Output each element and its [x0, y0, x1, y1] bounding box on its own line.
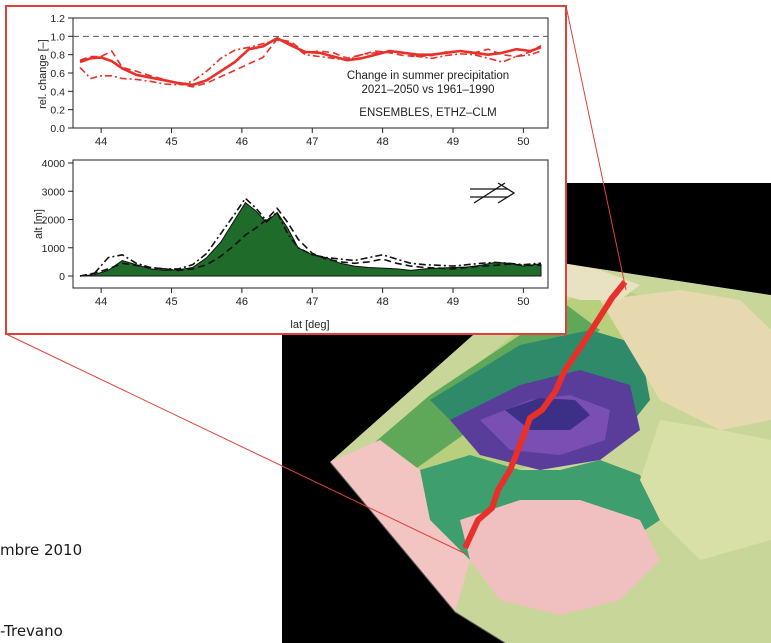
precip-y-tick-label: 0.8 — [50, 50, 65, 62]
precip-x-tick-label: 44 — [95, 136, 107, 148]
alt-x-tick-label: 49 — [447, 296, 459, 308]
precip-x-tick-label: 49 — [447, 136, 459, 148]
precip-annotation-source: ENSEMBLES, ETHZ–CLM — [359, 107, 496, 119]
alt-x-axis-label: lat [deg] — [290, 319, 329, 331]
precip-y-tick-label: 1.0 — [50, 31, 65, 43]
alt-y-tick-label: 1000 — [42, 243, 66, 255]
alt-plot-frame — [72, 159, 549, 289]
callout-line-top — [565, 5, 627, 291]
chart-panel — [5, 5, 567, 335]
precip-x-tick-label: 46 — [236, 136, 248, 148]
altitude-series-dashed — [79, 207, 541, 277]
precip-annotation-line-1: Change in summer precipitation — [347, 70, 509, 82]
alt-y-tick-label: 4000 — [42, 158, 66, 170]
precip-y-tick-label: 0.2 — [50, 105, 65, 117]
precip-annotation-line-2: 2021–2050 vs 1961–1990 — [361, 84, 494, 96]
terrain-box-edge — [329, 461, 506, 643]
alt-x-tick-label: 50 — [517, 296, 529, 308]
precip-x-tick-label: 48 — [377, 136, 389, 148]
precip-y-axis-label: rel. change [–] — [37, 39, 49, 109]
precip-x-tick-label: 50 — [517, 136, 529, 148]
alt-x-tick-label: 47 — [306, 296, 318, 308]
precip-x-tick-label: 45 — [165, 136, 177, 148]
altitude-chart: 0 1000 2000 3000 4000 44 45 46 47 48 49 50 alt [m]… — [33, 158, 549, 331]
precipitation-chart: 0.0 0.2 0.4 0.6 0.8 1.0 1.2 44 45 46 47 48 49 50 rel… — [37, 13, 549, 148]
alt-y-tick-label: 3000 — [42, 186, 66, 198]
alt-y-tick-label: 2000 — [42, 215, 66, 227]
alt-x-tick-label: 44 — [95, 296, 107, 308]
terrain-3d-icon — [330, 262, 771, 643]
precip-y-tick-label: 0.6 — [50, 68, 65, 80]
precip-y-tick-label: 1.2 — [50, 13, 65, 25]
altitude-series-dashdot — [79, 197, 541, 277]
precip-series-dashed — [79, 38, 542, 88]
page-text-date: mbre 2010 — [0, 541, 83, 559]
precip-x-tick-label: 47 — [306, 136, 318, 148]
alt-y-tick-label: 0 — [59, 271, 65, 283]
callout-line-bottom — [5, 333, 467, 555]
alt-x-tick-label: 48 — [377, 296, 389, 308]
precip-series-dashdot — [79, 39, 542, 86]
alt-y-axis-label: alt [m] — [33, 209, 45, 239]
page-text-location: -Trevano — [0, 622, 63, 640]
direction-arrow-icon — [470, 182, 516, 204]
precip-y-tick-label: 0.4 — [50, 86, 65, 98]
precip-y-tick-label: 0.0 — [50, 123, 65, 135]
alt-x-tick-label: 45 — [165, 296, 177, 308]
alt-x-tick-label: 46 — [236, 296, 248, 308]
